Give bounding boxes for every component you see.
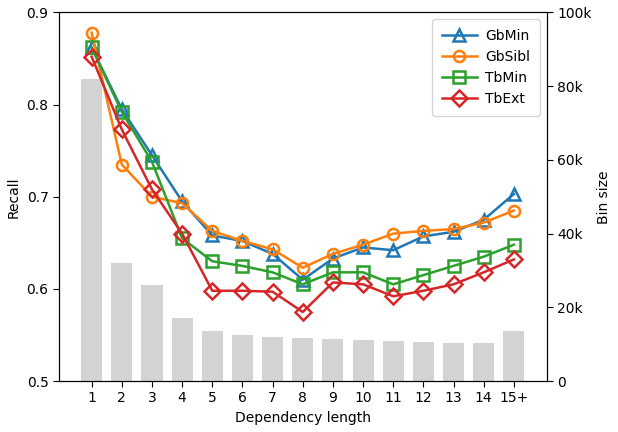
Bar [142, 285, 163, 381]
Bar [473, 343, 494, 381]
Bar [292, 337, 313, 381]
Bar [262, 337, 283, 381]
Legend: GbMin, GbSibl, TbMin, TbExt: GbMin, GbSibl, TbMin, TbExt [432, 19, 540, 116]
Bar [443, 343, 464, 381]
Bar [503, 331, 525, 381]
Bar [201, 331, 223, 381]
Bar [413, 342, 434, 381]
Bar [172, 318, 193, 381]
Bar [81, 79, 102, 381]
Bar [383, 341, 404, 381]
Y-axis label: Bin size: Bin size [597, 170, 611, 223]
Bar [323, 339, 344, 381]
Bar [352, 340, 374, 381]
Bar [111, 263, 132, 381]
Bar [232, 335, 253, 381]
Y-axis label: Recall: Recall [7, 176, 21, 218]
X-axis label: Dependency length: Dependency length [235, 411, 371, 425]
